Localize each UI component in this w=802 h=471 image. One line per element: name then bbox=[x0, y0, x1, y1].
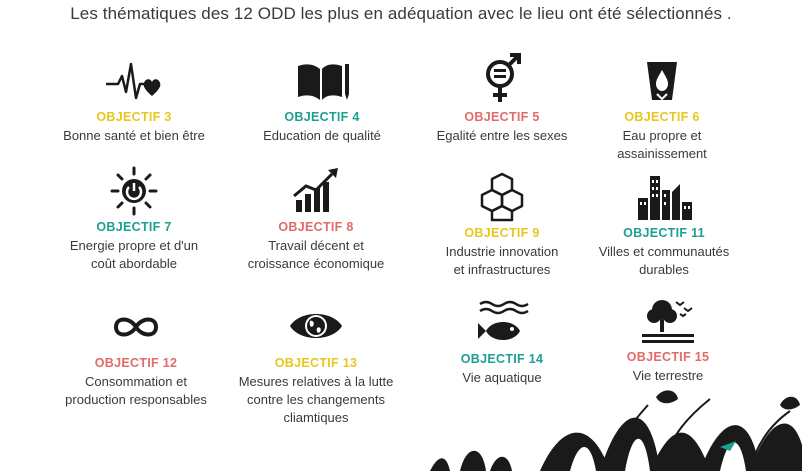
heartbeat-icon bbox=[106, 62, 161, 100]
goal-13: OBJECTIF 13 Mesures relatives à la lutte… bbox=[226, 302, 406, 427]
goal-12: OBJECTIF 12 Consommation et production r… bbox=[46, 302, 226, 409]
goal-label: OBJECTIF 4 bbox=[284, 110, 360, 124]
goal-description: Eau propre et assainissement bbox=[617, 128, 707, 161]
goal-label: OBJECTIF 5 bbox=[464, 110, 540, 124]
goal-description: Villes et communautés durables bbox=[598, 244, 730, 277]
goal-label: OBJECTIF 12 bbox=[94, 356, 178, 370]
goal-6: OBJECTIF 6 Eau propre et assainissement bbox=[572, 56, 752, 163]
goal-description: Consommation et production responsables bbox=[65, 374, 207, 407]
goal-description: Mesures relatives à la lutte contre les … bbox=[238, 374, 394, 425]
tree-birds-icon bbox=[642, 300, 694, 343]
goal-label: OBJECTIF 8 bbox=[278, 220, 354, 234]
book-pencil-icon bbox=[298, 64, 349, 100]
goal-label: OBJECTIF 14 bbox=[460, 352, 544, 366]
goal-label: OBJECTIF 11 bbox=[623, 226, 705, 240]
cubes-icon bbox=[480, 172, 524, 222]
goal-15: OBJECTIF 15 Vie terrestre bbox=[578, 296, 758, 385]
goal-label: OBJECTIF 15 bbox=[626, 350, 710, 364]
goal-description: Travail décent et croissance économique bbox=[247, 238, 385, 271]
goal-label: OBJECTIF 3 bbox=[96, 110, 172, 124]
goal-9: OBJECTIF 9 Industrie innovation et infra… bbox=[412, 172, 592, 279]
goal-7: OBJECTIF 7 Energie propre et d'un coût a… bbox=[44, 166, 224, 273]
goal-3: OBJECTIF 3 Bonne santé et bien être bbox=[44, 56, 224, 145]
goal-description: Vie terrestre bbox=[632, 368, 704, 383]
page-header: Les thématiques des 12 ODD les plus en a… bbox=[70, 4, 732, 23]
goal-5: OBJECTIF 5 Egalité entre les sexes bbox=[412, 52, 592, 145]
goal-description: Education de qualité bbox=[263, 128, 381, 143]
sun-power-icon bbox=[110, 166, 158, 216]
goal-label: OBJECTIF 7 bbox=[96, 220, 172, 234]
goal-description: Egalité entre les sexes bbox=[436, 128, 568, 143]
goal-14: OBJECTIF 14 Vie aquatique bbox=[412, 298, 592, 387]
goal-description: Energie propre et d'un coût abordable bbox=[69, 238, 199, 271]
gender-equality-icon bbox=[486, 53, 521, 102]
eye-globe-icon bbox=[290, 314, 342, 338]
goal-label: OBJECTIF 6 bbox=[624, 110, 700, 124]
foliage-illustration bbox=[430, 390, 802, 471]
city-buildings-icon bbox=[638, 176, 692, 220]
goal-8: OBJECTIF 8 Travail décent et croissance … bbox=[226, 166, 406, 273]
growth-chart-icon bbox=[293, 168, 338, 212]
goal-description: Vie aquatique bbox=[462, 370, 542, 385]
goal-description: Bonne santé et bien être bbox=[63, 128, 205, 143]
goal-label: OBJECTIF 9 bbox=[464, 226, 540, 240]
goal-11: OBJECTIF 11 Villes et communautés durabl… bbox=[574, 172, 754, 279]
fish-waves-icon bbox=[478, 300, 529, 340]
goal-4: OBJECTIF 4 Education de qualité bbox=[232, 56, 412, 145]
goal-description: Industrie innovation et infrastructures bbox=[445, 244, 559, 277]
infinity-icon bbox=[113, 317, 159, 337]
water-glass-icon bbox=[647, 62, 677, 101]
goal-label: OBJECTIF 13 bbox=[274, 356, 358, 370]
